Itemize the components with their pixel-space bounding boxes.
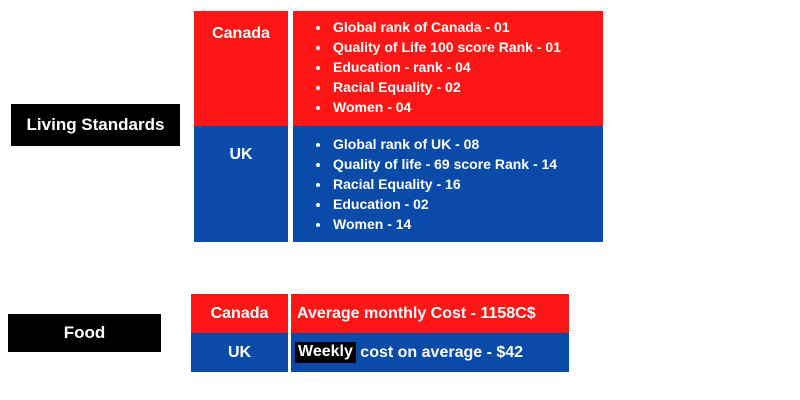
list-item: Quality of Life 100 score Rank - 01 (331, 37, 603, 57)
food-canada-cost-text: Average monthly Cost - 1158C$ (297, 304, 536, 322)
food-label: Food (8, 314, 161, 352)
list-item: Women - 04 (331, 97, 603, 117)
list-item: Racial Equality - 16 (331, 174, 603, 194)
living-canada-country-cell: Canada (194, 11, 288, 126)
list-item: Education - rank - 04 (331, 57, 603, 77)
living-standards-label-text: Living Standards (26, 115, 165, 134)
food-uk-cost-cell: Weekly cost on average - $42 (291, 333, 569, 372)
list-item: Racial Equality - 02 (331, 77, 603, 97)
living-canada-facts-list: Global rank of Canada - 01 Quality of Li… (293, 17, 603, 117)
food-uk-highlight-word: Weekly (295, 342, 356, 363)
living-canada-country-label: Canada (212, 25, 270, 42)
food-uk-country-label: UK (227, 343, 252, 361)
list-item: Women - 14 (331, 214, 603, 234)
living-uk-country-cell: UK (194, 126, 288, 242)
food-uk-cost-text: cost on average - $42 (355, 343, 524, 361)
food-uk-country-cell: UK (191, 333, 288, 372)
living-standards-label: Living Standards (11, 104, 180, 146)
living-uk-country-label: UK (229, 146, 253, 163)
food-canada-country-cell: Canada (191, 294, 288, 333)
food-canada-cost-cell: Average monthly Cost - 1158C$ (291, 294, 569, 333)
living-canada-facts-cell: Global rank of Canada - 01 Quality of Li… (293, 11, 603, 126)
living-uk-facts-cell: Global rank of UK - 08 Quality of life -… (293, 126, 603, 242)
living-uk-facts-list: Global rank of UK - 08 Quality of life -… (293, 134, 603, 234)
food-label-text: Food (63, 323, 106, 342)
list-item: Education - 02 (331, 194, 603, 214)
food-canada-country-label: Canada (210, 304, 269, 322)
list-item: Global rank of Canada - 01 (331, 17, 603, 37)
list-item: Quality of life - 69 score Rank - 14 (331, 154, 603, 174)
list-item: Global rank of UK - 08 (331, 134, 603, 154)
